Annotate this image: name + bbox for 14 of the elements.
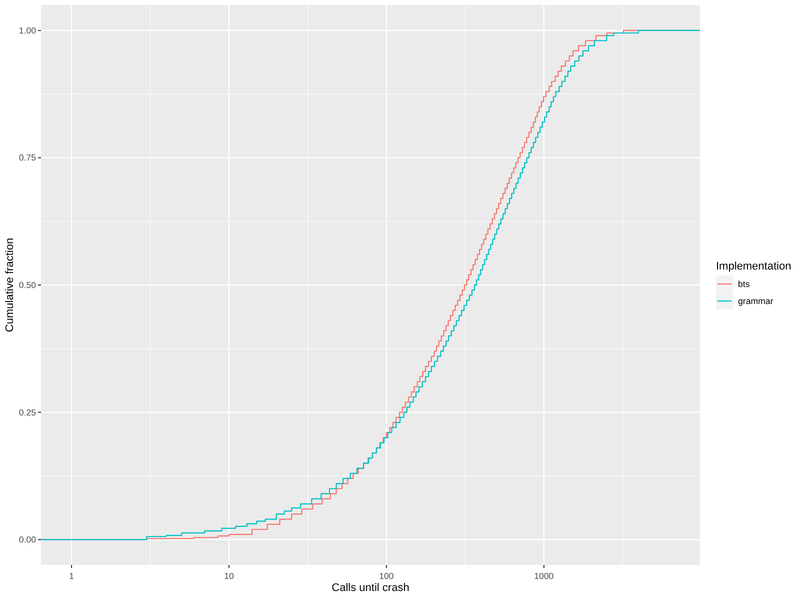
- y-tick-label: 0.75: [18, 152, 36, 163]
- y-tick-label: 1.00: [18, 25, 36, 36]
- y-tick-label: 0.50: [18, 280, 36, 290]
- x-tick-label: 1000: [534, 571, 554, 581]
- y-tick-label: 0.25: [18, 407, 36, 418]
- y-axis-title: Cumulative fraction: [4, 238, 16, 332]
- x-axis-title: Calls until crash: [332, 582, 410, 594]
- x-tick-label: 1: [69, 571, 74, 581]
- y-tick-label: 0.00: [18, 534, 36, 545]
- legend-title: Implementation: [716, 260, 792, 272]
- legend-label: grammar: [738, 296, 774, 306]
- x-tick-label: 10: [224, 571, 234, 581]
- x-tick-label: 100: [379, 571, 394, 581]
- legend-label: bts: [738, 279, 750, 289]
